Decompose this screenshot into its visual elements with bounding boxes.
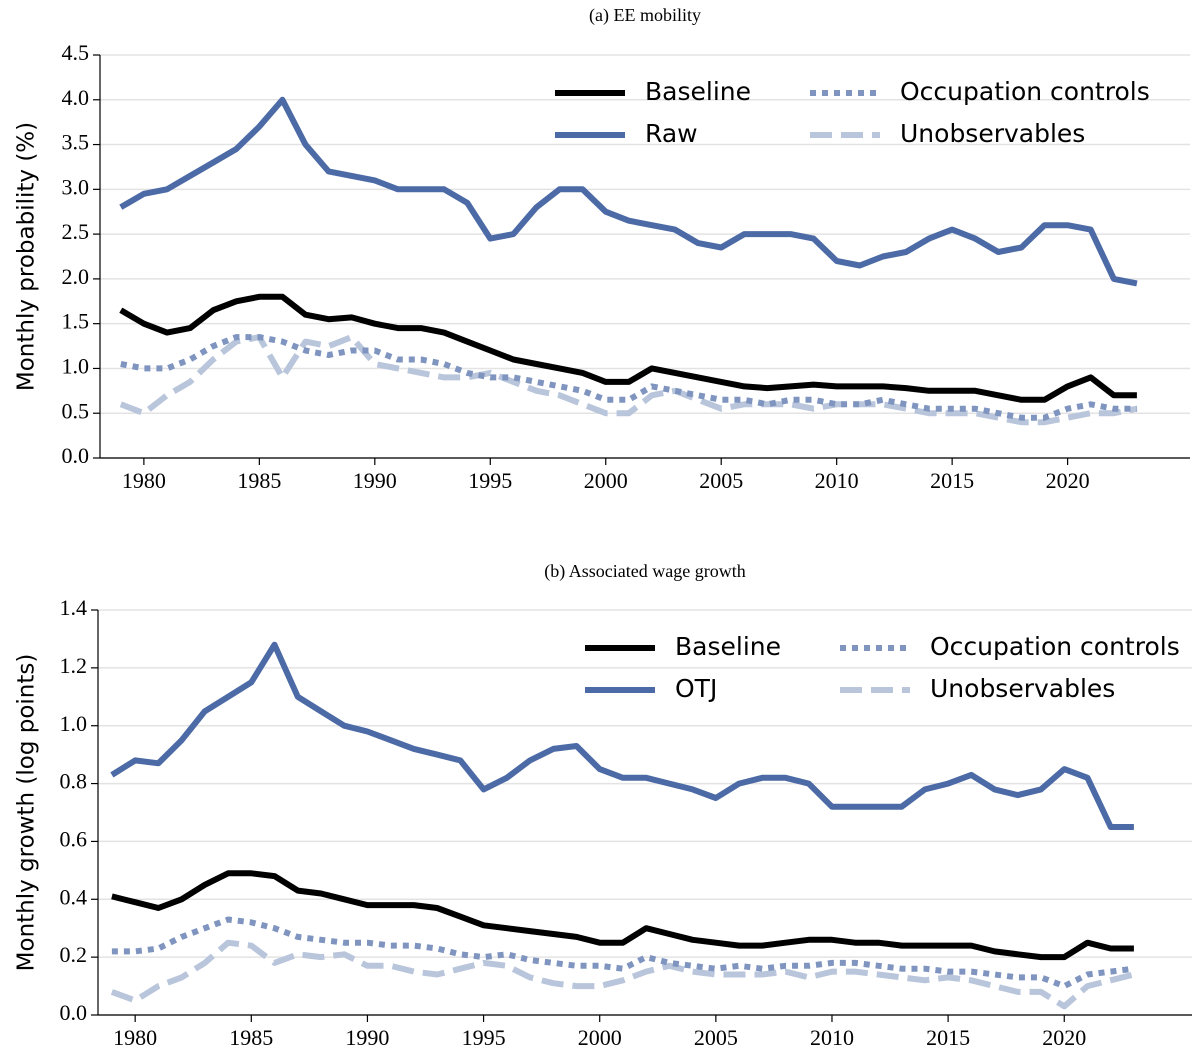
line-series bbox=[119, 334, 1138, 426]
x-tick-label: 2020 bbox=[1042, 1025, 1086, 1050]
legend-label: Unobservables bbox=[930, 674, 1115, 703]
line-series bbox=[119, 293, 1137, 403]
chart-panel: (b) Associated wage growth Monthly growth… bbox=[14, 561, 1192, 1050]
x-tick-label: 1995 bbox=[462, 1025, 506, 1050]
legend-label: Baseline bbox=[675, 632, 781, 661]
x-tick-label: 2000 bbox=[584, 468, 628, 493]
y-tick-label: 3.0 bbox=[62, 174, 90, 199]
line-series bbox=[119, 96, 1138, 287]
y-tick-label: 4.5 bbox=[62, 40, 90, 65]
y-axis-label: Monthly growth (log points) bbox=[14, 654, 40, 972]
x-tick-label: 2010 bbox=[810, 1025, 854, 1050]
legend-label: OTJ bbox=[675, 674, 717, 703]
y-tick-label: 0.4 bbox=[60, 884, 88, 909]
line-series bbox=[110, 939, 1135, 1010]
y-tick-label: 1.5 bbox=[62, 309, 90, 334]
x-tick-label: 1980 bbox=[113, 1025, 157, 1050]
x-tick-label: 1980 bbox=[122, 468, 166, 493]
x-tick-label: 2020 bbox=[1046, 468, 1090, 493]
legend-label: Occupation controls bbox=[930, 632, 1180, 661]
legend-label: Raw bbox=[645, 119, 698, 148]
y-tick-label: 3.5 bbox=[62, 130, 90, 155]
y-tick-label: 0.8 bbox=[60, 769, 88, 794]
x-tick-label: 2005 bbox=[694, 1025, 738, 1050]
y-axis-label: Monthly probability (%) bbox=[14, 122, 40, 391]
x-tick-label: 2015 bbox=[930, 468, 974, 493]
line-series bbox=[110, 641, 1134, 830]
y-tick-label: 4.0 bbox=[62, 85, 90, 110]
y-tick-label: 0.6 bbox=[60, 826, 88, 851]
y-tick-label: 1.0 bbox=[62, 353, 90, 378]
y-tick-label: 1.4 bbox=[60, 595, 88, 620]
x-tick-label: 1990 bbox=[345, 1025, 389, 1050]
legend-label: Unobservables bbox=[900, 119, 1085, 148]
y-tick-label: 0.2 bbox=[60, 942, 88, 967]
y-tick-label: 1.2 bbox=[60, 653, 88, 678]
y-tick-label: 2.0 bbox=[62, 264, 90, 289]
x-tick-label: 2005 bbox=[699, 468, 743, 493]
x-tick-label: 1990 bbox=[353, 468, 397, 493]
y-tick-label: 0.0 bbox=[60, 1000, 88, 1025]
chart-title: (b) Associated wage growth bbox=[544, 561, 745, 582]
line-series bbox=[111, 916, 1135, 990]
legend-label: Occupation controls bbox=[900, 77, 1150, 106]
x-tick-label: 1985 bbox=[237, 468, 281, 493]
y-tick-label: 2.5 bbox=[62, 219, 90, 244]
y-tick-label: 0.5 bbox=[62, 398, 90, 423]
x-tick-label: 1995 bbox=[468, 468, 512, 493]
y-tick-label: 0.0 bbox=[62, 443, 90, 468]
x-tick-label: 1985 bbox=[229, 1025, 273, 1050]
y-tick-label: 1.0 bbox=[60, 711, 88, 736]
chart-title: (a) EE mobility bbox=[589, 5, 701, 26]
legend-label: Baseline bbox=[645, 77, 751, 106]
line-series bbox=[111, 870, 1134, 961]
x-tick-label: 2010 bbox=[815, 468, 859, 493]
x-tick-label: 2015 bbox=[926, 1025, 970, 1050]
chart-panel: (a) EE mobility Monthly probability (%) 0.… bbox=[14, 5, 1190, 493]
line-series bbox=[120, 334, 1137, 421]
x-tick-label: 2000 bbox=[578, 1025, 622, 1050]
